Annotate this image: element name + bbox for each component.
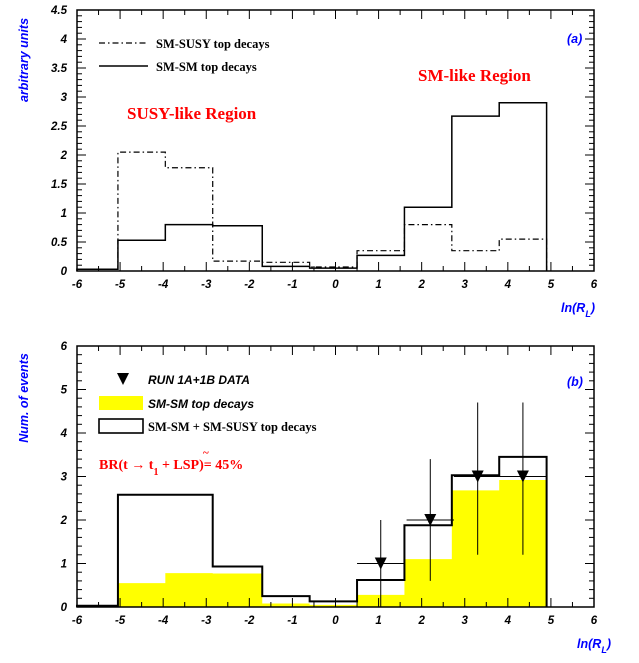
y-tick-label: 2.5 bbox=[50, 121, 68, 133]
y-tick-label: 1 bbox=[61, 208, 67, 220]
x-tick-label: -6 bbox=[72, 615, 83, 627]
x-tick-label: 1 bbox=[375, 615, 381, 627]
panel-b-legend-label-data: RUN 1A+1B DATA bbox=[148, 373, 250, 387]
data-point-marker bbox=[471, 470, 484, 483]
x-tick-label: 1 bbox=[375, 279, 381, 291]
panel-b-legend-marker-data bbox=[117, 373, 129, 385]
panel-b-legend-label-total: SM-SM + SM-SUSY top decays bbox=[148, 420, 317, 434]
y-tick-label: 0.5 bbox=[51, 237, 68, 249]
panel-a-legend-label-susy: SM-SUSY top decays bbox=[156, 37, 270, 51]
panel-b-label: (b) bbox=[567, 375, 583, 389]
panel-b-y-tick-labels: 0 1 2 3 4 5 6 bbox=[60, 341, 68, 614]
y-tick-label: 0 bbox=[61, 602, 68, 614]
panel-a-legend-label-sm: SM-SM top decays bbox=[156, 60, 257, 74]
data-point-marker bbox=[374, 557, 387, 570]
x-tick-label: 6 bbox=[591, 615, 598, 627]
x-tick-label: 5 bbox=[548, 279, 555, 291]
panel-b-ticks bbox=[76, 345, 595, 608]
data-point bbox=[406, 459, 454, 581]
panel-b-x-axis-label: ln(RL) bbox=[577, 637, 611, 655]
y-tick-label: 4.5 bbox=[50, 5, 68, 17]
histogram-fill-sm-sm bbox=[77, 479, 547, 607]
y-tick-label: 2 bbox=[60, 515, 68, 527]
y-tick-label: 4 bbox=[60, 34, 68, 46]
x-tick-label: -5 bbox=[115, 615, 126, 627]
branching-ratio-annotation: BR(t → t1 + LSP)= 45% bbox=[99, 458, 243, 478]
data-point bbox=[499, 402, 547, 555]
panel-a-y-tick-labels: 0 0.5 1 1.5 2 2.5 3 3.5 4 4.5 bbox=[50, 5, 68, 278]
x-tick-label: -4 bbox=[158, 279, 169, 291]
x-tick-label: 4 bbox=[504, 279, 512, 291]
y-tick-label: 0 bbox=[61, 266, 68, 278]
x-tick-label: -2 bbox=[244, 279, 255, 291]
y-tick-label: 2 bbox=[60, 150, 68, 162]
x-tick-label: -1 bbox=[287, 279, 297, 291]
x-tick-label: -5 bbox=[115, 279, 126, 291]
panel-a: -6 -5 -4 -3 -2 -1 0 1 2 3 4 5 6 0 0.5 1 1.5 2 2.5 3 3.5 4 4.5… bbox=[17, 5, 598, 319]
y-tick-label: 4 bbox=[60, 428, 68, 440]
x-tick-label: -1 bbox=[287, 615, 297, 627]
panel-b-series bbox=[76, 455, 548, 607]
data-point-marker bbox=[424, 514, 437, 526]
panel-a-y-axis-label: arbitrary units bbox=[17, 18, 31, 102]
y-tick-label: 1.5 bbox=[51, 179, 68, 191]
data-point-marker bbox=[516, 470, 529, 483]
x-tick-label: 0 bbox=[332, 279, 339, 291]
panel-b-x-tick-labels: -6 -5 -4 -3 -2 -1 0 1 2 3 4 5 6 bbox=[72, 615, 598, 627]
panel-b-data-points bbox=[357, 402, 547, 607]
panel-b-legend-swatch-sm bbox=[99, 396, 143, 410]
sm-region-annotation: SM-like Region bbox=[418, 66, 531, 85]
x-tick-label: -4 bbox=[158, 615, 169, 627]
panel-a-ticks bbox=[76, 9, 595, 272]
panel-b-filled-histogram bbox=[77, 479, 547, 607]
susy-region-annotation: SUSY-like Region bbox=[127, 104, 257, 123]
panel-b-y-axis-label: Num. of events bbox=[17, 353, 31, 443]
x-tick-label: 2 bbox=[417, 279, 425, 291]
panel-a-frame bbox=[76, 9, 595, 272]
x-tick-label: -2 bbox=[244, 615, 255, 627]
panel-a-series bbox=[76, 102, 548, 271]
panel-b-legend-swatch-total bbox=[98, 418, 144, 434]
y-tick-label: 1 bbox=[61, 559, 67, 571]
histogram-line-total bbox=[76, 455, 548, 607]
stop-tilde: ~ bbox=[203, 447, 209, 459]
x-tick-label: -6 bbox=[72, 279, 83, 291]
x-tick-label: 4 bbox=[504, 615, 512, 627]
x-tick-label: -3 bbox=[201, 279, 212, 291]
x-tick-label: 0 bbox=[332, 615, 339, 627]
data-point bbox=[453, 402, 502, 555]
x-tick-label: 5 bbox=[548, 615, 555, 627]
panel-a-label: (a) bbox=[567, 32, 582, 46]
panel-b: -6 -5 -4 -3 -2 -1 0 1 2 3 4 5 6 0 1 2 3 4 5 6 Num. of even… bbox=[17, 341, 611, 655]
x-tick-label: 3 bbox=[462, 615, 469, 627]
y-tick-label: 6 bbox=[61, 341, 68, 353]
panel-a-x-tick-labels: -6 -5 -4 -3 -2 -1 0 1 2 3 4 5 6 bbox=[72, 279, 598, 291]
x-tick-label: 2 bbox=[417, 615, 425, 627]
histogram-line-sm-sm bbox=[76, 102, 548, 271]
x-tick-label: 3 bbox=[462, 279, 469, 291]
panel-b-legend-label-sm: SM-SM top decays bbox=[148, 397, 254, 411]
y-tick-label: 3 bbox=[61, 92, 68, 104]
y-tick-label: 5 bbox=[61, 385, 68, 397]
y-tick-label: 3 bbox=[61, 472, 68, 484]
data-point bbox=[357, 520, 405, 607]
x-tick-label: -3 bbox=[201, 615, 212, 627]
y-tick-label: 3.5 bbox=[51, 63, 68, 75]
panel-a-x-axis-label: ln(RL) bbox=[561, 301, 595, 319]
x-tick-label: 6 bbox=[591, 279, 598, 291]
histogram-line-sm-susy bbox=[76, 151, 548, 271]
